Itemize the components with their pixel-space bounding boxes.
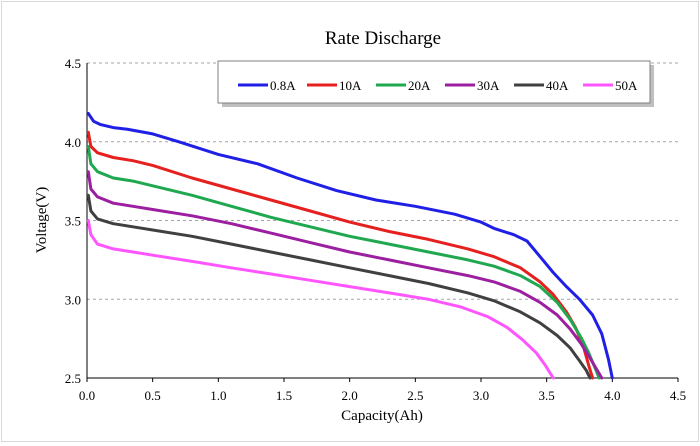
y-tick-label: 2.5	[65, 371, 81, 386]
series-line-50A	[86, 219, 555, 380]
x-tick-label: 0.5	[145, 388, 161, 403]
series-lines	[86, 111, 614, 380]
x-tick-label: 4.5	[670, 388, 686, 403]
legend: 0.8A 10A 20A 30A 40A 50A	[217, 60, 654, 107]
legend-label-20A: 20A	[408, 78, 431, 93]
legend-label-10A: 10A	[339, 78, 362, 93]
legend-box	[217, 60, 651, 104]
y-tick-label: 3.5	[65, 214, 81, 229]
series-line-40A	[86, 193, 592, 380]
y-tick-label: 4.0	[65, 135, 81, 150]
x-tick-label: 0.0	[79, 388, 95, 403]
x-tick-label: 1.0	[210, 388, 226, 403]
rate-discharge-chart: Rate Discharge 2.5 3.0 3.5 4.0 4.5 0.0 0.5 1.0…	[34, 28, 686, 424]
y-axis-label: Voltage(V)	[34, 187, 50, 253]
chart-title: Rate Discharge	[325, 28, 441, 49]
legend-items: 0.8A 10A 20A 30A 40A 50A	[238, 78, 638, 93]
y-tick-label: 3.0	[65, 292, 81, 307]
x-tick-label: 2.0	[342, 388, 358, 403]
x-tick-labels: 0.0 0.5 1.0 1.5 2.0 2.5 3.0 3.5 4.0 4.5	[79, 378, 686, 403]
series-line-30A	[86, 170, 604, 380]
x-axis-label: Capacity(Ah)	[341, 408, 423, 424]
x-tick-label: 1.5	[276, 388, 292, 403]
x-tick-label: 3.5	[539, 388, 555, 403]
series-line-0.8A	[86, 111, 614, 380]
legend-label-40A: 40A	[546, 78, 569, 93]
legend-label-0.8A: 0.8A	[270, 78, 296, 93]
x-tick-label: 4.0	[604, 388, 620, 403]
x-tick-label: 3.0	[473, 388, 489, 403]
legend-label-30A: 30A	[477, 78, 500, 93]
legend-label-50A: 50A	[615, 78, 638, 93]
series-line-20A	[86, 145, 601, 380]
y-tick-labels: 2.5 3.0 3.5 4.0 4.5	[65, 56, 81, 386]
x-tick-label: 2.5	[407, 388, 423, 403]
y-tick-label: 4.5	[65, 56, 81, 71]
